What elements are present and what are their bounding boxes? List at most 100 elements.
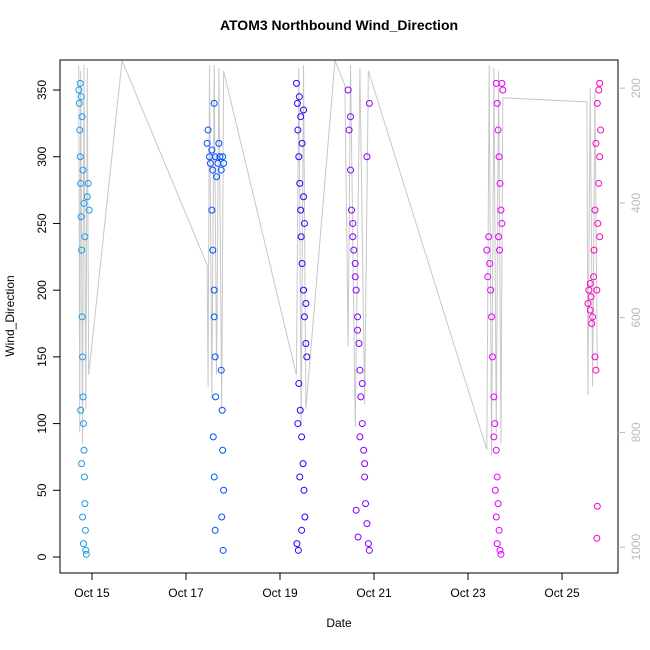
point [498,219,506,227]
point [351,273,359,281]
point [220,486,228,494]
point [491,420,499,428]
point [585,286,593,294]
point [354,313,362,321]
y-tick-label: 200 [35,280,49,300]
point [361,460,369,468]
point [584,299,592,307]
point [80,446,88,454]
point [211,353,219,361]
point [499,86,507,94]
point [347,166,355,174]
point [213,173,221,181]
point [78,246,86,254]
point [490,393,498,401]
point [75,99,83,107]
point [361,473,369,481]
point [493,99,501,107]
point [210,99,218,107]
point [349,233,357,241]
point [360,446,368,454]
point [78,460,86,468]
point [597,126,605,134]
point [356,366,364,374]
point [293,540,301,548]
point [81,500,89,508]
point [300,219,308,227]
point [347,206,355,214]
point [345,126,353,134]
point [210,473,218,481]
point [218,513,226,521]
point [295,153,303,161]
point [493,540,501,548]
point [485,233,493,241]
point [82,550,90,558]
point [216,153,224,161]
point [295,380,303,388]
point [298,259,306,267]
point [76,153,84,161]
point [363,153,371,161]
point [595,179,603,187]
point [592,139,600,147]
point [495,526,503,534]
point [347,113,355,121]
point [80,540,88,548]
point [496,179,504,187]
point [354,326,362,334]
y2-tick-label: 800 [629,422,643,442]
x-tick-label: Oct 17 [168,586,204,600]
point [589,313,597,321]
point [78,113,86,121]
point [593,534,601,542]
point [495,153,503,161]
point [77,93,85,101]
point [300,106,308,114]
point [80,420,88,428]
point [218,406,226,414]
x-axis-label: Date [326,616,352,630]
y2-tick-label: 600 [629,307,643,327]
point [80,473,88,481]
point [298,433,306,441]
point [358,420,366,428]
point [219,153,227,161]
y2-tick-label: 200 [629,78,643,98]
x-tick-label: Oct 19 [262,586,298,600]
point [75,86,83,94]
point [596,233,604,241]
point [486,259,494,267]
y-axis-label: Wind_Direction [3,275,17,356]
point [496,546,504,554]
point [206,159,214,167]
point [79,513,87,521]
point [215,139,223,147]
point [82,546,90,554]
point [211,153,219,161]
point [492,79,500,87]
point [592,366,600,374]
plot-frame [59,59,619,574]
point [293,99,301,107]
point [211,526,219,534]
point [587,293,595,301]
point [494,126,502,134]
x-tick-label: Oct 15 [74,586,110,600]
point [203,139,211,147]
point [590,273,598,281]
point [351,259,359,267]
point [352,286,360,294]
point [296,473,304,481]
point [352,506,360,514]
point [302,299,310,307]
point [209,246,217,254]
point [77,179,85,187]
line [78,60,598,456]
point [495,233,503,241]
point [591,353,599,361]
point [208,206,216,214]
point [209,433,217,441]
